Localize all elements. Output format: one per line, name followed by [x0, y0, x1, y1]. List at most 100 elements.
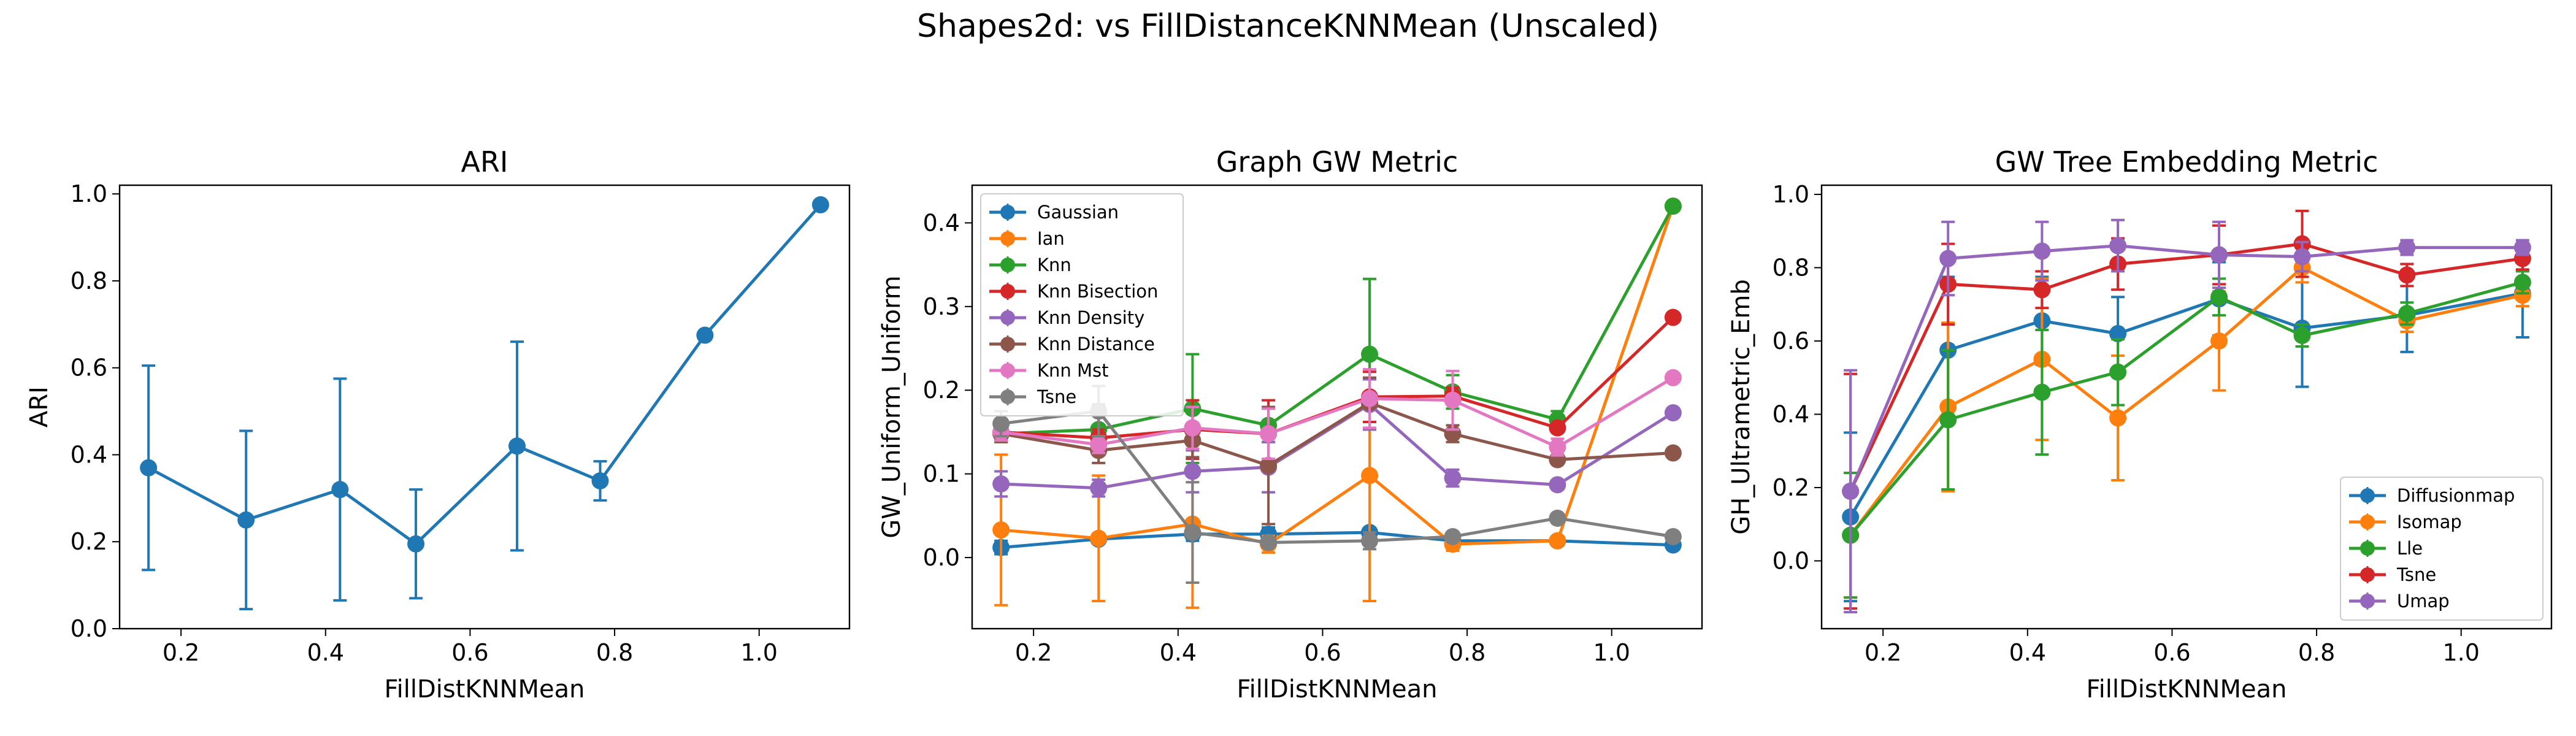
subplot-1: ARI 0.2 0.4 0.6 0.8 1.0 0.0 0.2 0.4 0.6 0.8 1.0 Fill…: [25, 145, 851, 703]
data-point: [811, 196, 829, 213]
data-point: [1184, 419, 1202, 437]
y-axis-label: GH_Ultrametric_Emb: [1727, 279, 1755, 535]
legend: Gaussian Ian Knn Knn Bisection Knn Density Kn…: [980, 193, 1184, 416]
data-point: [1549, 438, 1566, 456]
data-point: [2033, 383, 2051, 401]
legend-label: Knn Bisection: [1037, 281, 1158, 302]
legend-frame: [980, 193, 1184, 416]
x-tick-label: 0.6: [451, 639, 488, 666]
data-point: [1549, 532, 1566, 550]
legend-marker: [1000, 258, 1015, 272]
x-tick-label: 0.2: [1015, 639, 1052, 666]
figure-suptitle: Shapes2d: vs FillDistanceKNNMean (Unscal…: [917, 8, 1659, 45]
data-point: [2398, 305, 2416, 323]
data-point: [1549, 476, 1566, 494]
x-tick-label: 0.8: [1449, 639, 1485, 666]
data-point: [1361, 532, 1379, 550]
series-line: [1849, 242, 2523, 492]
series-line: [1000, 205, 1675, 546]
legend-item: Gaussian: [989, 202, 1119, 223]
data-point: [992, 415, 1010, 432]
axes-frame: [1820, 184, 2553, 630]
y-tick-label: 0.8: [1773, 254, 1809, 281]
data-point: [2109, 409, 2127, 427]
y-tick-label: 0.3: [923, 293, 960, 320]
y-tick-label: 0.0: [923, 544, 960, 571]
data-point: [2109, 237, 2127, 255]
subplot-3: GW Tree Embedding Metric 0.2 0.4 0.6 0.8 1.0 0…: [1727, 145, 2553, 703]
legend-item: Umap: [2349, 591, 2450, 611]
axes-frame: [118, 184, 851, 630]
x-tick-label: 0.8: [2298, 639, 2335, 666]
y-tick-label: 0.4: [71, 441, 107, 468]
y-tick-label: 0.4: [1773, 401, 1809, 427]
legend-item: Lle: [2349, 538, 2423, 559]
data-point: [1361, 345, 1379, 363]
legend-label: Knn: [1037, 255, 1071, 275]
data-point: [696, 326, 714, 344]
legend-item: Knn Density: [989, 307, 1144, 328]
data-point: [2293, 326, 2311, 344]
data-point: [1664, 197, 1682, 215]
y-tick-label: 0.1: [923, 461, 960, 488]
data-point: [1664, 369, 1682, 386]
y-axis-label: GW_Uniform_Uniform: [878, 275, 906, 539]
data-point: [1444, 527, 1462, 545]
series-umap: [1842, 218, 2531, 614]
series-line: [1000, 401, 1674, 467]
legend-item: Tsne: [2349, 564, 2436, 585]
legend-label: Diffusionmap: [2397, 485, 2515, 506]
data-point: [2033, 242, 2051, 260]
subplots: ARI 0.2 0.4 0.6 0.8 1.0 0.0 0.2 0.4 0.6 0.8 1.0 Fill…: [25, 145, 2553, 703]
legend-label: Isomap: [2397, 512, 2462, 532]
data-point: [1260, 456, 1278, 474]
series-line: [1849, 280, 2523, 537]
data-point: [1090, 479, 1108, 497]
series-line: [147, 204, 822, 546]
data-point: [1090, 529, 1108, 547]
data-point: [992, 475, 1010, 493]
legend-label: Ian: [1037, 228, 1065, 249]
data-point: [1549, 419, 1566, 437]
plot-area: [992, 197, 1682, 609]
legend-item: Tsne: [989, 386, 1076, 407]
y-tick-label: 1.0: [1773, 181, 1809, 208]
legend-marker: [1000, 205, 1015, 220]
legend-item: Knn: [989, 255, 1071, 275]
data-point: [1184, 524, 1202, 542]
legend-label: Knn Density: [1037, 307, 1144, 328]
data-point: [2033, 281, 2051, 299]
legend-label: Umap: [2397, 591, 2450, 611]
data-point: [2210, 246, 2228, 264]
x-tick-label: 0.4: [1160, 639, 1197, 666]
x-axis-label: FillDistKNNMean: [1237, 675, 1438, 703]
y-tick-label: 0.6: [71, 355, 107, 381]
data-point: [237, 511, 255, 529]
legend-marker: [2360, 594, 2375, 608]
plot-area: [1842, 209, 2531, 614]
data-point: [140, 459, 158, 477]
x-tick-label: 0.2: [1865, 639, 1901, 666]
data-point: [1664, 309, 1682, 326]
y-tick-label: 0.6: [1773, 328, 1809, 355]
legend-label: Lle: [2397, 538, 2423, 559]
legend-label: Knn Distance: [1037, 334, 1155, 355]
x-tick-label: 0.6: [1304, 639, 1341, 666]
legend-item: Knn Bisection: [989, 281, 1158, 302]
series-tsne: [992, 385, 1682, 584]
x-tick-label: 0.4: [307, 639, 344, 666]
x-tick-label: 0.8: [596, 639, 633, 666]
data-point: [407, 535, 425, 553]
legend-item: Isomap: [2349, 512, 2462, 532]
y-tick-label: 0.0: [71, 615, 107, 642]
y-axis-label: ARI: [25, 386, 53, 427]
x-tick-label: 1.0: [1593, 639, 1630, 666]
data-point: [1361, 467, 1379, 485]
x-axis-label: FillDistKNNMean: [385, 675, 585, 703]
data-point: [2513, 286, 2531, 304]
series-1: [140, 196, 829, 611]
y-tick-label: 0.2: [1773, 474, 1809, 501]
data-point: [1664, 404, 1682, 422]
data-point: [1090, 435, 1108, 453]
